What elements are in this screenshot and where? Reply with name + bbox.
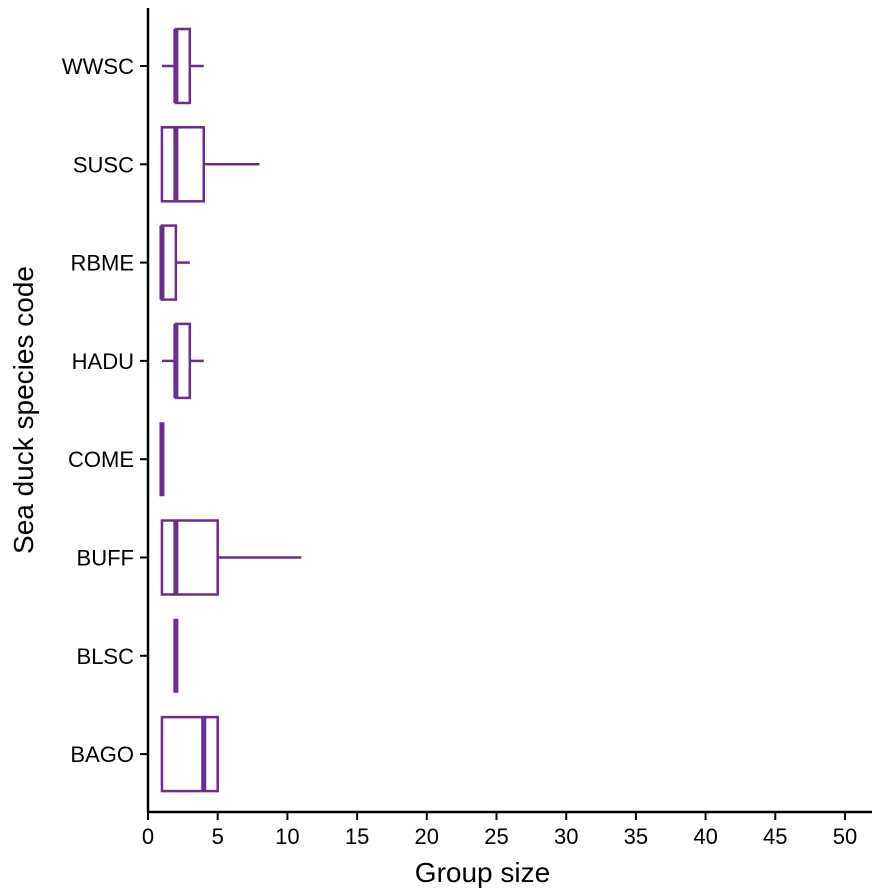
- y-tick-label-bago: BAGO: [70, 742, 134, 767]
- y-axis-title: Sea duck species code: [8, 266, 39, 554]
- box-iqr: [160, 126, 206, 203]
- box-bago: [160, 715, 219, 793]
- x-tick-label: 50: [833, 824, 857, 849]
- x-tick-label: 25: [484, 824, 508, 849]
- x-tick-label: 5: [212, 824, 224, 849]
- x-axis-title: Group size: [415, 857, 550, 888]
- y-tick-label-blsc: BLSC: [77, 644, 135, 669]
- x-tick-label: 0: [142, 824, 154, 849]
- box-susc: [160, 126, 260, 203]
- box-rbme: [159, 224, 190, 301]
- box-buff: [160, 519, 302, 596]
- x-tick-label: 20: [415, 824, 439, 849]
- x-tick-label: 30: [554, 824, 578, 849]
- y-tick-label-buff: BUFF: [77, 546, 134, 571]
- box-iqr: [160, 715, 219, 793]
- axes-layer: 0 5 10 15 20 25 30 35 40 45 50 BAGO BLSC BUFF COME HAD…: [62, 8, 872, 849]
- box-iqr: [160, 519, 219, 596]
- box-hadu: [161, 322, 204, 400]
- y-ticks: BAGO BLSC BUFF COME HADU RBME SUSC WWSC: [62, 54, 148, 767]
- y-tick-label-susc: SUSC: [73, 152, 134, 177]
- y-tick-label-hadu: HADU: [72, 349, 134, 374]
- y-tick-label-come: COME: [68, 447, 134, 472]
- x-tick-label: 45: [763, 824, 787, 849]
- box-wwsc: [161, 27, 204, 105]
- x-ticks: 0 5 10 15 20 25 30 35 40 45 50: [142, 812, 857, 849]
- y-tick-label-rbme: RBME: [70, 251, 134, 276]
- x-tick-label: 15: [345, 824, 369, 849]
- x-tick-label: 40: [693, 824, 717, 849]
- y-tick-label-wwsc: WWSC: [62, 54, 134, 79]
- x-tick-label: 10: [275, 824, 299, 849]
- x-tick-label: 35: [624, 824, 648, 849]
- boxes-layer: [159, 27, 302, 793]
